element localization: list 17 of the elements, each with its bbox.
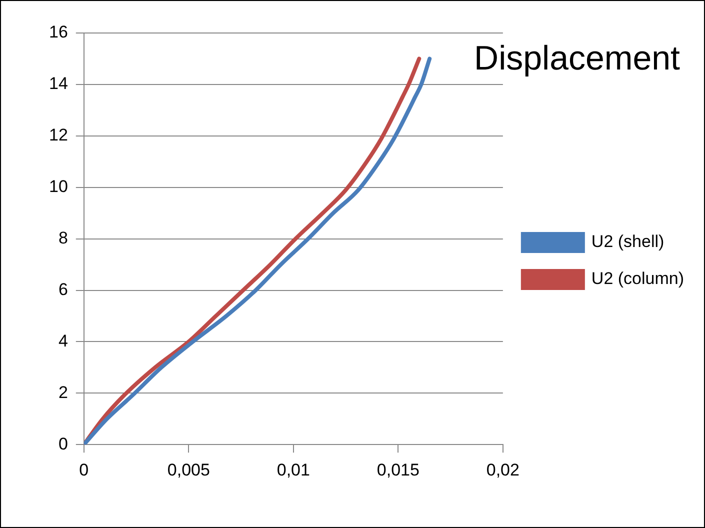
y-tick-label: 4 [58,331,68,350]
y-tick-label: 8 [58,228,68,248]
x-tick-label: 0,015 [376,460,420,480]
y-tick-label: 12 [48,126,68,145]
legend-label: U2 (shell) [591,232,664,252]
y-tick-label: 0 [58,434,68,454]
y-tick-label: 16 [48,22,68,42]
x-tick-label: 0 [79,460,89,480]
legend-label: U2 (column) [591,269,684,288]
y-tick-label: 10 [48,177,68,196]
text: Displacement [474,39,681,78]
y-tick-label: 14 [48,74,68,94]
y-tick-label: 2 [58,382,68,402]
y-tick-label: 6 [58,280,68,299]
x-tick-label: 0,005 [167,460,210,480]
x-tick-label: 0,02 [486,460,520,480]
x-tick-label: 0,01 [276,460,310,480]
